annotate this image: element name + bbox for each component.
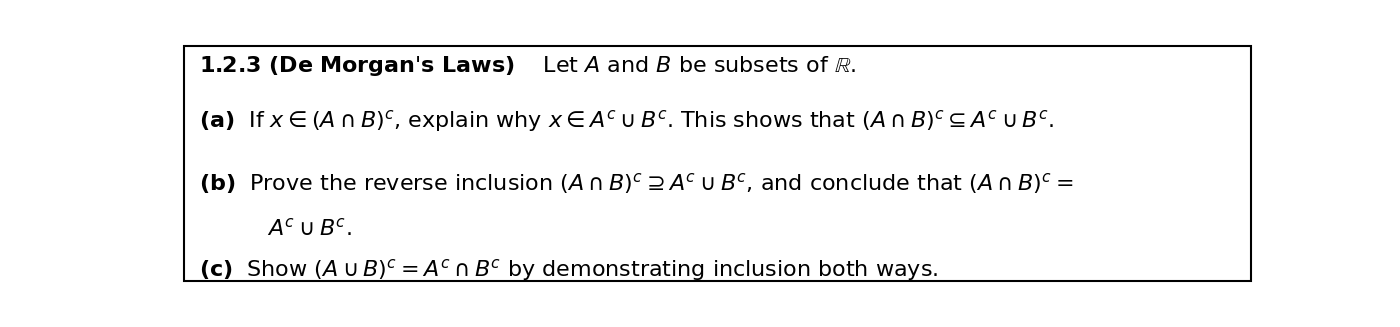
Text: $\mathbf{(c)}$  Show $(A \cup B)^c = A^c \cap B^c$ by demonstrating inclusion bo: $\mathbf{(c)}$ Show $(A \cup B)^c = A^c … [199,256,938,283]
Text: $A^c \cup B^c$.: $A^c \cup B^c$. [267,218,351,240]
FancyBboxPatch shape [183,45,1252,281]
Text: $\mathbf{(a)}$  If $x \in (A \cap B)^c$, explain why $x \in A^c \cup B^c$. This : $\mathbf{(a)}$ If $x \in (A \cap B)^c$, … [199,108,1054,134]
Text: $\mathbf{(b)}$  Prove the reverse inclusion $(A \cap B)^c \supseteq A^c \cup B^c: $\mathbf{(b)}$ Prove the reverse inclusi… [199,171,1074,196]
Text: $\bf{1.2.3\ (De\ Morgan\text{'}s\ Laws)}$    Let $A$ and $B$ be subsets of $\mat: $\bf{1.2.3\ (De\ Morgan\text{'}s\ Laws)}… [199,54,855,78]
